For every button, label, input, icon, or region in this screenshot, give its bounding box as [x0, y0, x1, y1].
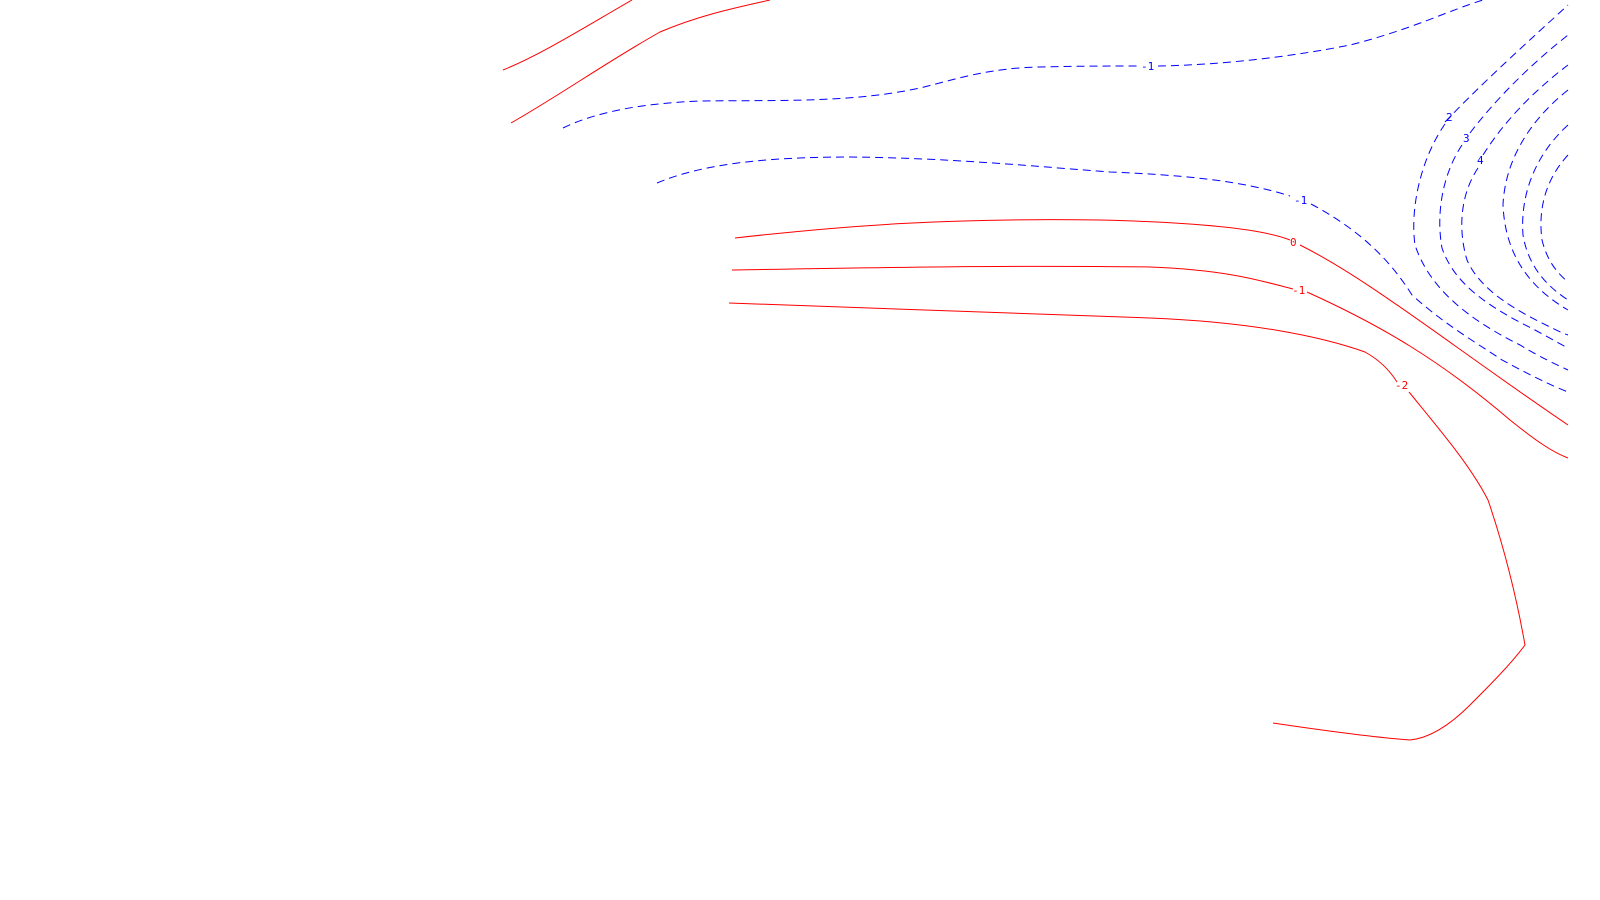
- red-label-neg2: -2: [1395, 379, 1408, 392]
- red-contour-neg1-tail: [1306, 291, 1569, 459]
- blue-contour-mid-neg1: [656, 156, 1291, 197]
- blue-label-mid-neg1: -1: [1294, 194, 1307, 207]
- red-contour-neg2-tail: [1272, 391, 1526, 741]
- red-contour-0-tail: [1299, 244, 1569, 426]
- red-contour-upper-left-b: [510, 0, 771, 124]
- red-contour-0: [734, 219, 1291, 241]
- blue-contour-3-lower: [1439, 144, 1569, 349]
- blue-contour-3-upper: [1469, 34, 1569, 134]
- blue-contour-5: [1502, 89, 1569, 311]
- red-label-neg1: -1: [1292, 284, 1305, 297]
- blue-contour-mid-neg1-tail: [1310, 203, 1569, 393]
- red-label-0: 0: [1290, 236, 1297, 249]
- contour-labels: 0 -1 -2 -1 -1 2 3 4: [1141, 60, 1484, 392]
- blue-contour-6: [1522, 124, 1569, 301]
- red-contour-upper-left-a: [502, 0, 633, 71]
- blue-contour-2-upper: [1444, 4, 1569, 123]
- blue-contour-4-lower: [1461, 167, 1569, 336]
- red-contours: [502, 0, 1569, 741]
- blue-label-3: 3: [1463, 132, 1470, 145]
- blue-label-2: 2: [1446, 111, 1453, 124]
- blue-label-top-neg1: -1: [1141, 60, 1154, 73]
- blue-label-4: 4: [1477, 154, 1484, 167]
- blue-contour-top-neg1: [562, 65, 1141, 129]
- red-contour-neg1: [731, 265, 1294, 290]
- blue-contour-top-neg1-tail: [1157, 0, 1484, 67]
- red-contour-neg2: [728, 302, 1398, 383]
- blue-contour-4-upper: [1482, 64, 1569, 156]
- blue-contour-7: [1540, 154, 1569, 283]
- blue-contours: [562, 0, 1569, 393]
- blue-contour-2-lower: [1413, 123, 1569, 371]
